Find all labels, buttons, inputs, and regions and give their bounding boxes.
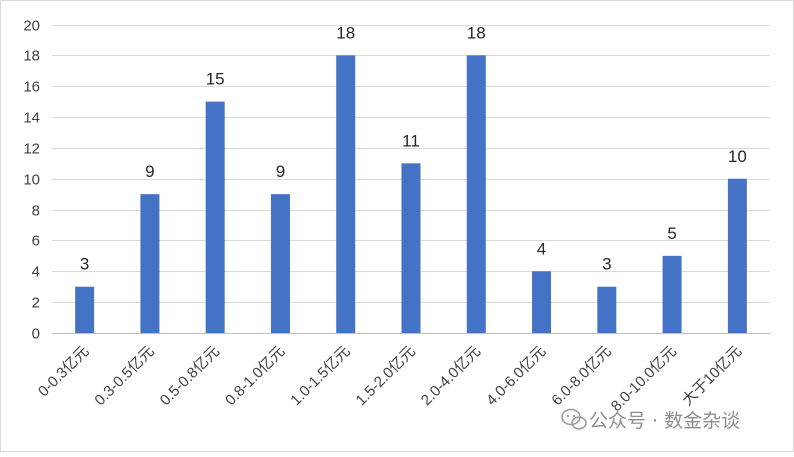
bar bbox=[140, 194, 160, 333]
watermark-text: 公众号 · 数金杂谈 bbox=[589, 410, 740, 432]
bar bbox=[466, 55, 486, 333]
bar bbox=[532, 271, 552, 333]
gridlines bbox=[52, 25, 770, 334]
y-tick-label: 16 bbox=[23, 79, 40, 96]
data-label: 18 bbox=[467, 23, 486, 42]
data-labels: 3 9 15 9 18 11 18 4 3 5 10 bbox=[80, 23, 747, 273]
bars bbox=[75, 55, 747, 333]
data-label: 4 bbox=[537, 239, 546, 258]
y-tick-label: 8 bbox=[32, 203, 40, 220]
bar bbox=[75, 286, 95, 333]
bar bbox=[270, 194, 290, 333]
data-label: 3 bbox=[602, 255, 611, 274]
watermark: 公众号 · 数金杂谈 bbox=[561, 408, 740, 432]
y-tick-label: 0 bbox=[32, 326, 40, 343]
data-label: 9 bbox=[276, 162, 285, 181]
bar bbox=[597, 286, 617, 333]
bar bbox=[401, 163, 421, 333]
bar bbox=[336, 55, 356, 333]
data-label: 15 bbox=[206, 70, 225, 89]
bar bbox=[727, 178, 747, 333]
y-tick-label: 10 bbox=[23, 172, 40, 189]
data-label: 10 bbox=[728, 147, 747, 166]
y-tick-label: 2 bbox=[32, 295, 40, 312]
bar bbox=[205, 101, 225, 333]
data-label: 5 bbox=[667, 224, 676, 243]
wechat-icon bbox=[561, 408, 587, 430]
y-tick-label: 6 bbox=[32, 233, 40, 250]
data-label: 18 bbox=[336, 23, 355, 42]
bar bbox=[662, 255, 682, 333]
data-label: 9 bbox=[145, 162, 154, 181]
y-tick-label: 12 bbox=[23, 141, 40, 158]
data-label: 3 bbox=[80, 255, 89, 274]
y-tick-label: 14 bbox=[23, 110, 40, 127]
data-label: 11 bbox=[402, 131, 420, 150]
y-tick-label: 20 bbox=[23, 18, 40, 35]
y-tick-label: 18 bbox=[23, 48, 40, 65]
y-tick-label: 4 bbox=[32, 264, 40, 281]
y-axis-ticks: 0 2 4 6 8 10 12 14 16 18 20 bbox=[23, 18, 40, 343]
